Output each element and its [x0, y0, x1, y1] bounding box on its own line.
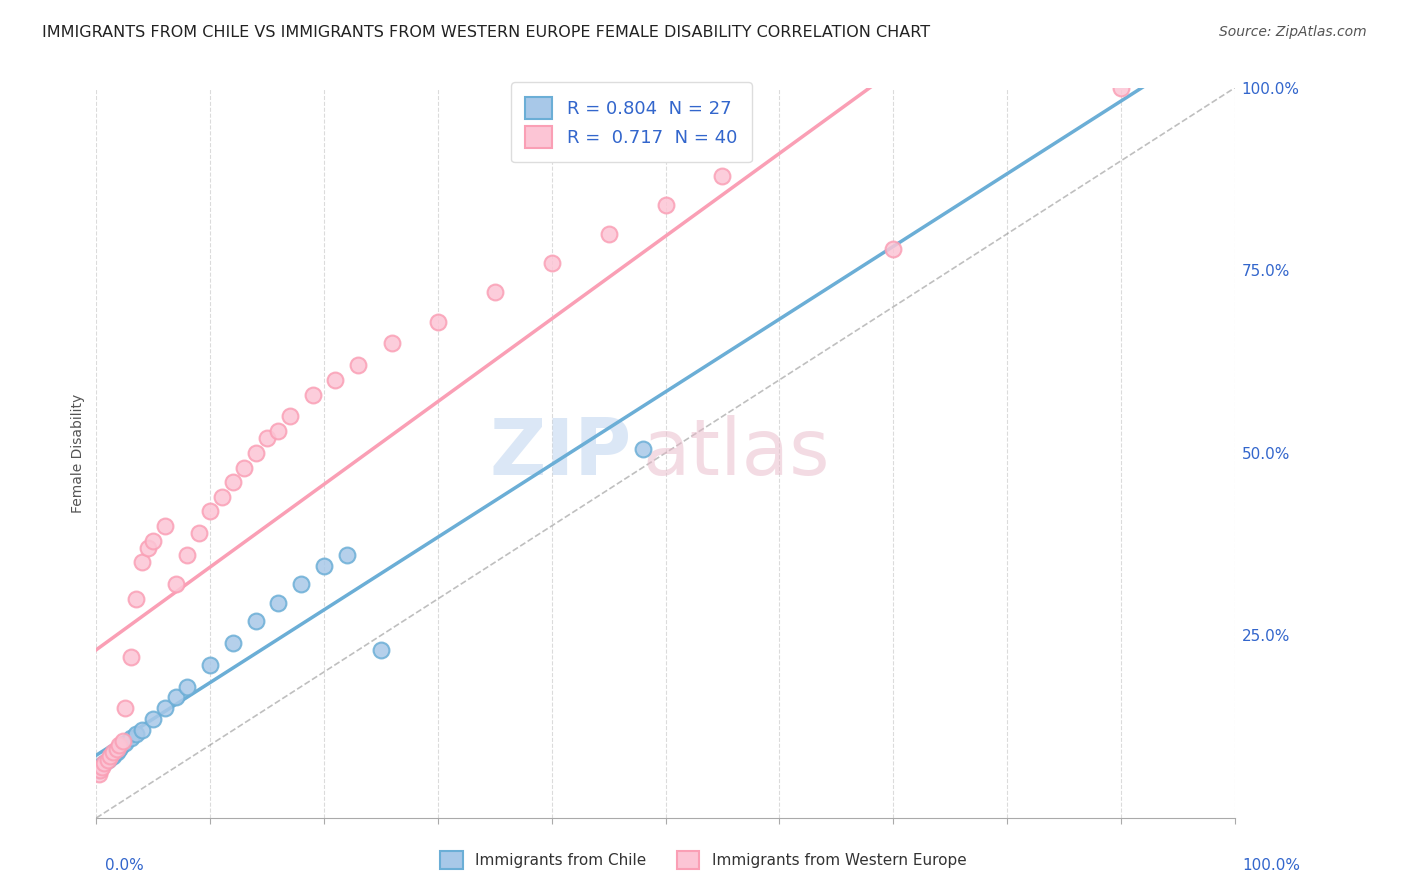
Point [142, 533, 165, 548]
Legend: R = 0.804  N = 27, R =  0.717  N = 40: R = 0.804 N = 27, R = 0.717 N = 40 [510, 82, 752, 162]
Point [370, 643, 392, 657]
Point [89, 764, 111, 778]
Point [336, 548, 359, 562]
Point [114, 701, 136, 715]
Point [105, 741, 128, 756]
Point [198, 657, 221, 672]
Point [198, 504, 221, 518]
Point [131, 723, 153, 738]
Point [290, 577, 312, 591]
Text: atlas: atlas [643, 415, 830, 491]
Point [93, 756, 115, 771]
Point [165, 577, 187, 591]
Point [103, 745, 125, 759]
Point [93, 756, 115, 771]
Point [89, 760, 111, 774]
Point [598, 227, 620, 241]
Point [267, 424, 290, 438]
Point [97, 752, 120, 766]
Point [91, 760, 114, 774]
Text: 0.0%: 0.0% [105, 858, 145, 872]
Point [1109, 81, 1132, 95]
Y-axis label: Female Disability: Female Disability [72, 393, 86, 513]
Text: ZIP: ZIP [489, 415, 631, 491]
Point [142, 712, 165, 726]
Point [484, 285, 506, 300]
Point [97, 752, 120, 766]
Point [110, 739, 132, 754]
Point [325, 373, 347, 387]
Point [108, 738, 131, 752]
Point [87, 764, 110, 778]
Point [176, 548, 198, 562]
Point [654, 197, 676, 211]
Point [211, 490, 233, 504]
Point [105, 745, 128, 759]
Point [347, 359, 370, 373]
Point [98, 751, 121, 765]
Point [125, 727, 148, 741]
Text: IMMIGRANTS FROM CHILE VS IMMIGRANTS FROM WESTERN EUROPE FEMALE DISABILITY CORREL: IMMIGRANTS FROM CHILE VS IMMIGRANTS FROM… [42, 25, 931, 40]
Point [540, 256, 562, 270]
Point [165, 690, 187, 705]
Point [631, 442, 654, 457]
Point [256, 431, 278, 445]
Legend: Immigrants from Chile, Immigrants from Western Europe: Immigrants from Chile, Immigrants from W… [433, 845, 973, 875]
Point [120, 731, 142, 745]
Point [233, 460, 256, 475]
Point [245, 446, 267, 460]
Point [711, 169, 734, 183]
Point [91, 758, 114, 772]
Point [381, 336, 404, 351]
Point [176, 680, 198, 694]
Text: 100.0%: 100.0% [1243, 858, 1301, 872]
Point [111, 734, 134, 748]
Point [114, 736, 136, 750]
Point [108, 741, 131, 756]
Point [131, 556, 153, 570]
Point [267, 596, 290, 610]
Point [882, 242, 904, 256]
Point [153, 701, 176, 715]
Point [312, 559, 335, 574]
Point [278, 409, 301, 424]
Point [222, 475, 245, 489]
Text: Source: ZipAtlas.com: Source: ZipAtlas.com [1219, 25, 1367, 39]
Point [87, 767, 110, 781]
Point [245, 614, 267, 628]
Point [187, 526, 209, 541]
Point [301, 387, 323, 401]
Point [98, 748, 121, 763]
Point [103, 748, 125, 763]
Point [426, 314, 449, 328]
Point [125, 591, 148, 606]
Point [120, 650, 142, 665]
Point [153, 519, 176, 533]
Point [136, 541, 159, 555]
Point [222, 636, 245, 650]
